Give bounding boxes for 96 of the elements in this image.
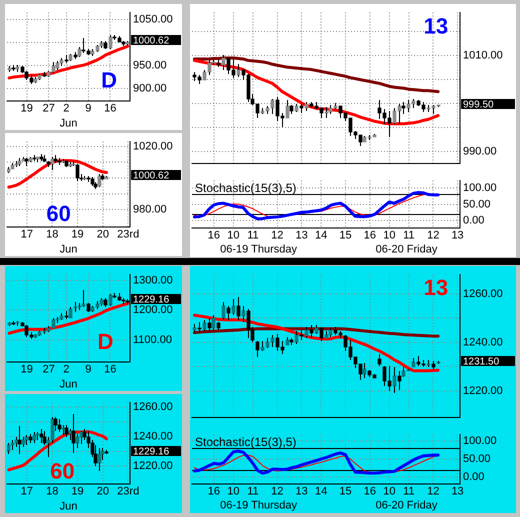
- candlestick: [8, 322, 12, 326]
- x-tick-label: 16: [104, 102, 116, 115]
- text: D: [97, 328, 114, 354]
- x-tick-label: 27: [42, 102, 55, 115]
- x-tick-label: 23rd: [117, 228, 140, 241]
- y-tick-label: 980.00: [133, 204, 167, 216]
- y-tick-label: 50.00: [463, 198, 491, 210]
- x-tick-label: 20: [96, 486, 109, 498]
- text: 06-20 Friday: [376, 500, 438, 512]
- x-tick-label: 10: [227, 230, 240, 242]
- y-tick-label: 950.00: [133, 60, 167, 72]
- x-tick-label: 11: [403, 486, 415, 498]
- x-tick-label: 10: [383, 230, 396, 242]
- x-tick-label: 16: [364, 486, 376, 498]
- text: 06-19 Thursday: [220, 244, 298, 256]
- y-tick-label: 1240.00: [133, 430, 173, 443]
- x-tick-label: 11: [247, 230, 259, 242]
- text: 1229.16: [133, 294, 170, 306]
- text: 60: [50, 458, 75, 484]
- x-tick-label: 10: [383, 486, 396, 498]
- x-tick-label: 23rd: [117, 486, 140, 498]
- y-tick-label: 1200.00: [133, 304, 173, 316]
- y-tick-label: 1050.00: [133, 13, 173, 26]
- x-tick-label: 2: [63, 364, 70, 376]
- y-tick-label: 1100.00: [133, 334, 172, 346]
- x-tick-label: 19: [20, 102, 33, 115]
- x-tick-label: 13: [451, 486, 464, 498]
- text: 06-20 Friday: [376, 244, 438, 256]
- y-tick-label: 1240.00: [463, 336, 503, 348]
- candlestick: [64, 160, 68, 168]
- x-tick-label: 9: [85, 364, 92, 376]
- x-tick-label: 18: [46, 486, 58, 498]
- x-axis-title: Jun: [60, 500, 78, 513]
- y-tick-label: 1220.00: [133, 460, 173, 472]
- y-tick-label: 1260.00: [133, 400, 173, 413]
- x-tick-label: 12: [271, 230, 284, 242]
- x-tick-label: 11: [403, 230, 415, 242]
- x-tick-label: 15: [339, 230, 352, 242]
- y-tick-label: 1010.00: [463, 50, 503, 62]
- x-tick-label: 13: [451, 230, 464, 242]
- y-tick-label: 1300.00: [133, 274, 173, 286]
- candlestick: [38, 74, 42, 80]
- x-axis-title: Jun: [60, 118, 78, 130]
- candlestick: [436, 360, 440, 364]
- y-tick-label: 1220.00: [463, 384, 503, 397]
- y-tick-label: 100.00: [463, 435, 497, 448]
- x-tick-label: 10: [227, 486, 240, 498]
- x-tick-label: 19: [71, 228, 84, 241]
- x-tick-label: 11: [247, 486, 259, 498]
- x-tick-label: 16: [364, 230, 376, 242]
- text: 06-19 Thursday: [220, 500, 298, 512]
- y-tick-label: 50.00: [463, 453, 491, 466]
- y-tick-label: 0.00: [463, 214, 484, 227]
- y-tick-label: 990.00: [463, 146, 497, 158]
- y-tick-label: 1260.00: [463, 288, 503, 300]
- x-tick-label: 16: [104, 364, 116, 376]
- text: 999.50: [463, 99, 494, 110]
- x-tick-label: 20: [96, 228, 109, 241]
- x-axis-title: Jun: [60, 244, 78, 256]
- x-tick-label: 27: [42, 364, 55, 376]
- x-tick-label: 17: [20, 486, 34, 498]
- text: 1000.62: [133, 35, 170, 46]
- y-tick-label: 1020.00: [133, 140, 173, 152]
- x-tick-label: 16: [208, 486, 220, 498]
- x-tick-label: 9: [85, 102, 92, 115]
- x-tick-label: 12: [427, 486, 440, 498]
- candlestick: [34, 334, 38, 338]
- x-axis-title: Jun: [60, 378, 78, 391]
- text: 1000.62: [133, 170, 170, 182]
- text: D: [101, 68, 118, 93]
- x-tick-label: 15: [339, 486, 352, 498]
- chart-title: Stochastic(15(3),5): [195, 434, 296, 449]
- chart-title: 13: [424, 274, 448, 300]
- x-tick-label: 14: [315, 486, 328, 498]
- x-tick-label: 19: [71, 486, 84, 498]
- y-tick-label: 900.00: [133, 82, 167, 95]
- y-tick-label: 0.00: [463, 471, 484, 484]
- x-tick-label: 13: [296, 230, 308, 242]
- text: 1231.50: [463, 356, 500, 368]
- candlestick: [86, 302, 90, 312]
- candlestick: [126, 40, 130, 46]
- text: 1229.16: [133, 446, 170, 458]
- x-tick-label: 18: [46, 228, 58, 241]
- x-tick-label: 12: [427, 230, 440, 242]
- x-tick-label: 2: [63, 102, 70, 115]
- chart-title: 13: [424, 14, 448, 39]
- x-tick-label: 14: [315, 230, 328, 242]
- y-tick-label: 100.00: [463, 182, 497, 194]
- candlestick: [108, 294, 112, 306]
- x-tick-label: 13: [296, 486, 308, 498]
- chart-title: Stochastic(15(3),5): [195, 180, 296, 195]
- x-tick-label: 17: [20, 228, 34, 241]
- x-tick-label: 16: [208, 230, 220, 242]
- x-tick-label: 12: [271, 486, 284, 498]
- x-tick-label: 19: [20, 364, 33, 376]
- text: 60: [46, 201, 71, 226]
